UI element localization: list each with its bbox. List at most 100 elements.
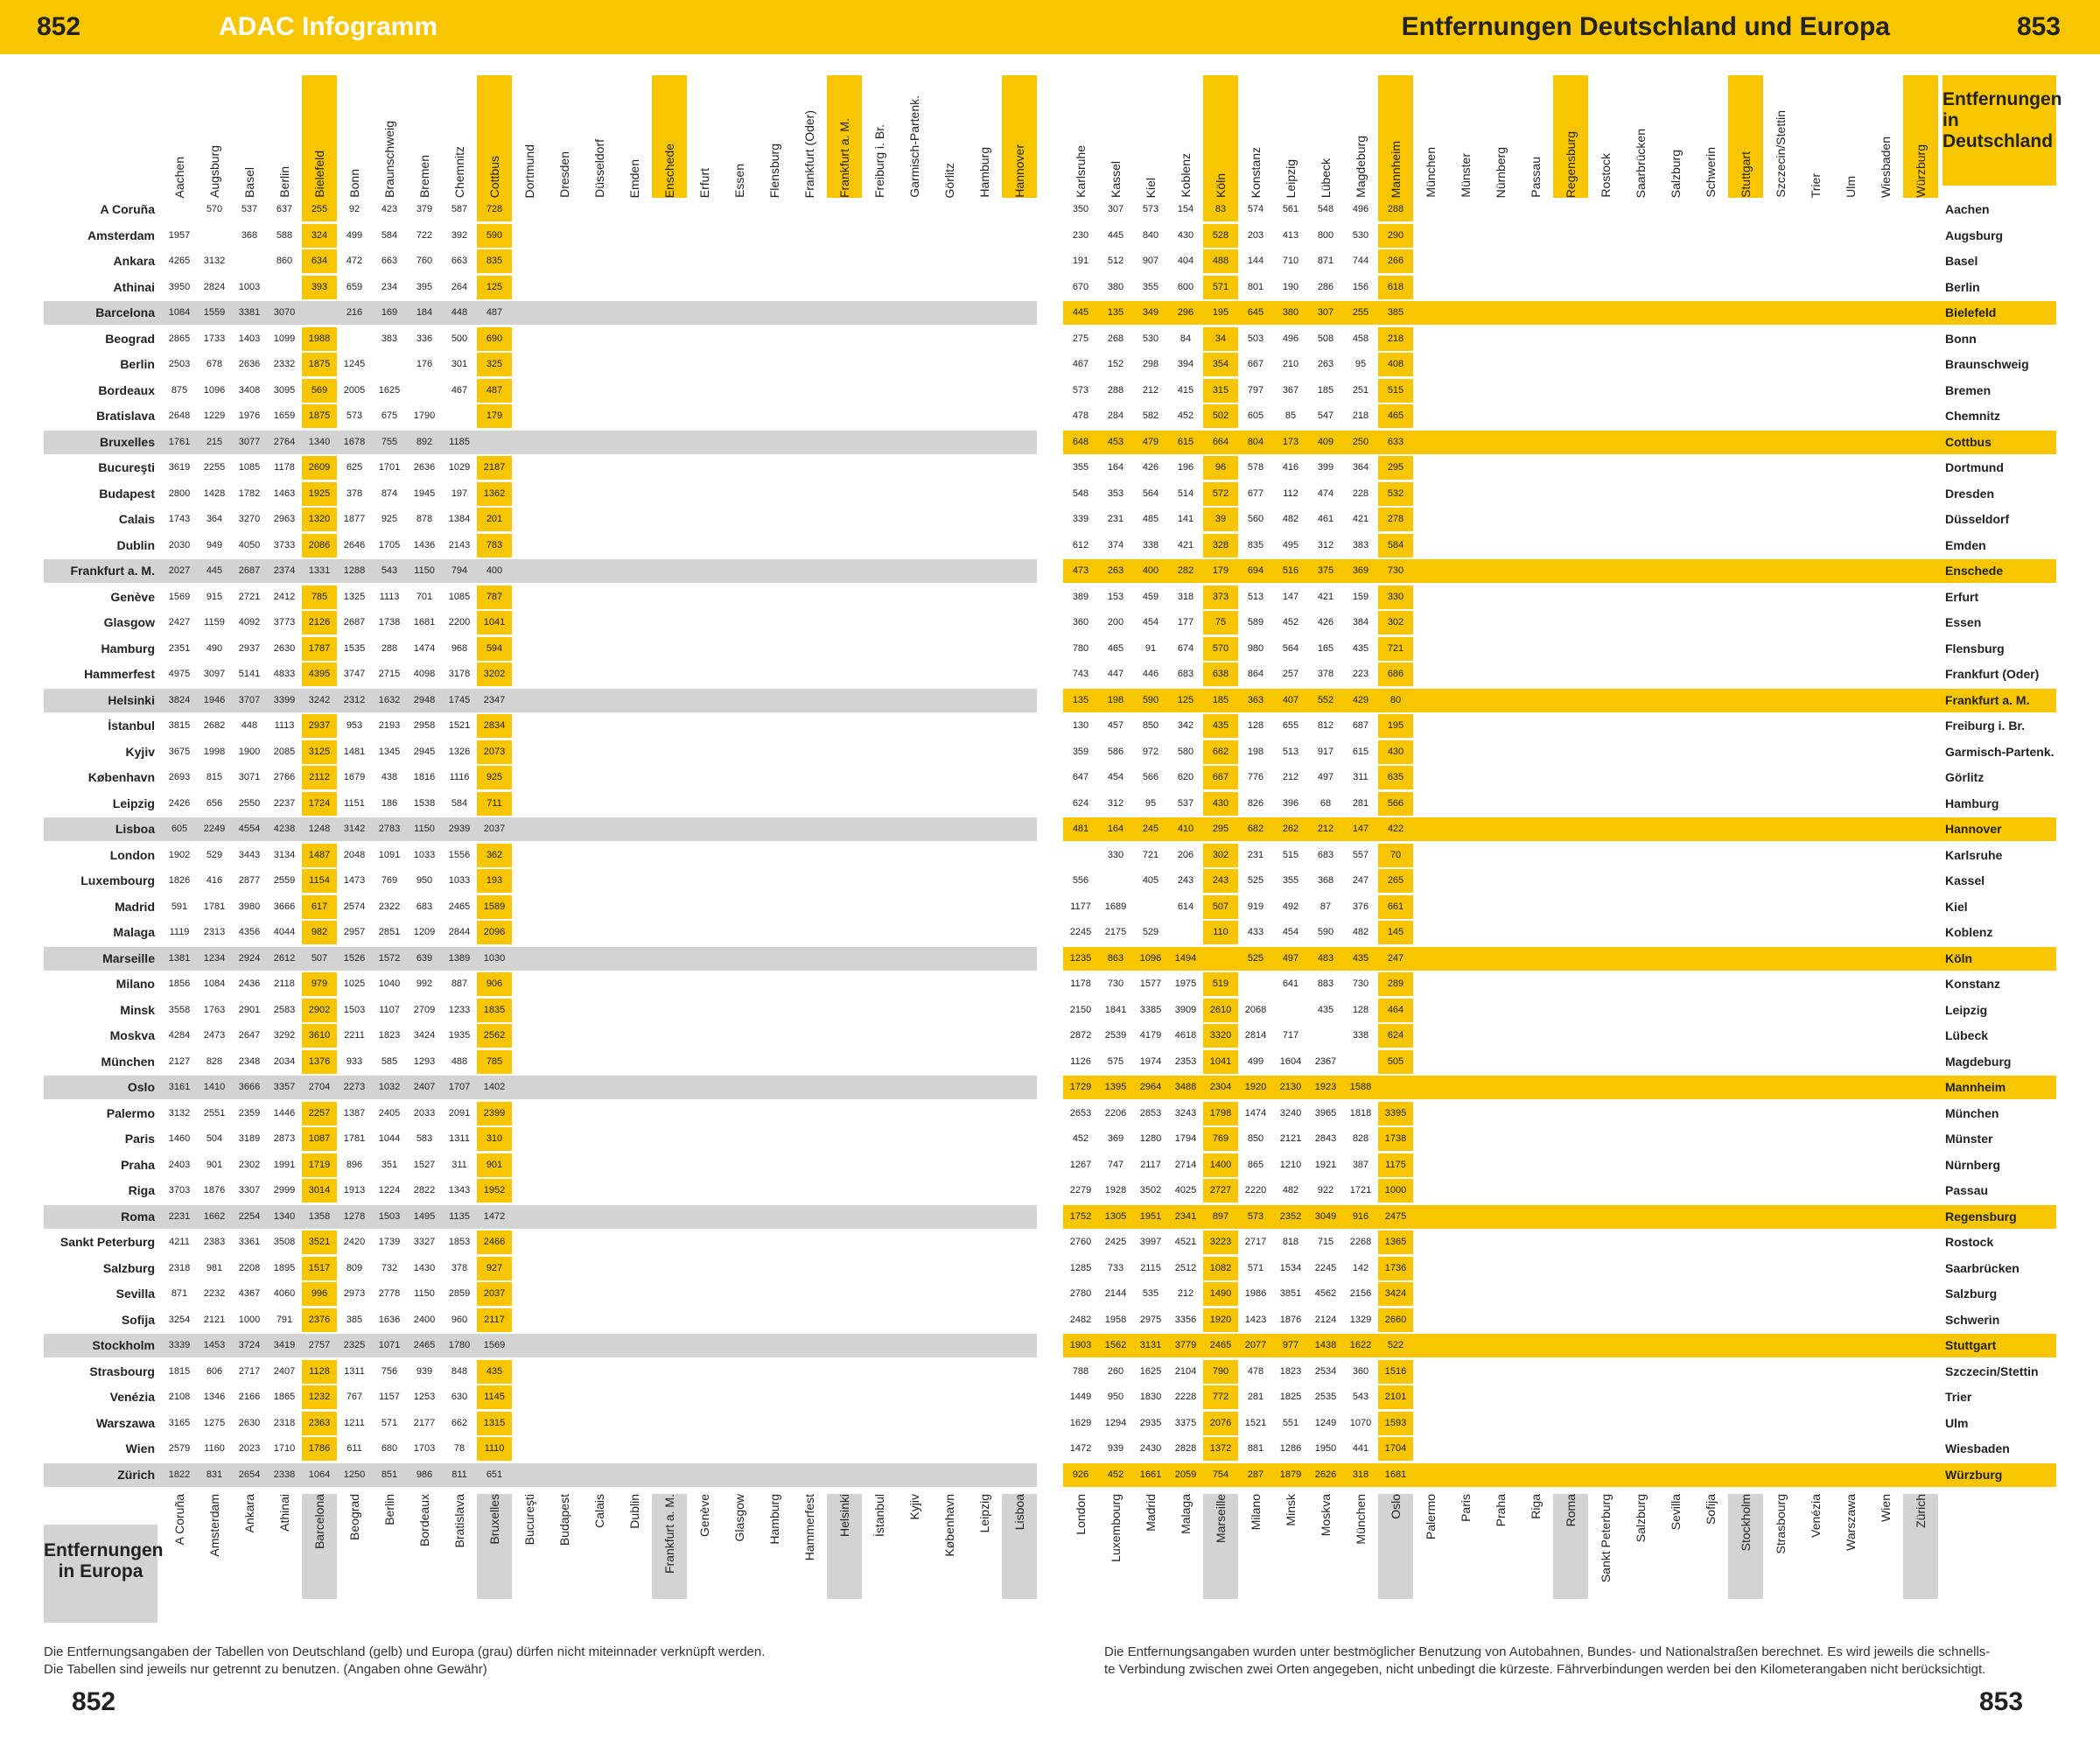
distance-cell: 1780: [448, 1340, 471, 1350]
distance-cell: 359: [1072, 746, 1089, 757]
distance-cell: 1876: [203, 1185, 226, 1196]
distance-cell: 1428: [203, 487, 226, 499]
distance-cell: 1781: [203, 901, 226, 912]
row-label: Moskva: [109, 1028, 155, 1042]
distance-cell: 2005: [343, 384, 366, 396]
distance-cell: 1559: [203, 307, 226, 318]
bottom-column-header: Beograd: [337, 1494, 372, 1599]
table-row: Bielefeld 445 135 349 296 195 645 380 307 255 385: [1063, 301, 2056, 325]
table-row: Bruxelles 1761 215 3077 2764 1340 1678 755 892 11…: [44, 430, 1037, 454]
distance-cell: 2034: [273, 1055, 296, 1067]
distance-cell: 2108: [168, 1392, 191, 1402]
column-header: Frankfurt a. M.: [827, 75, 862, 198]
distance-cell: 848: [451, 1365, 468, 1377]
distance-cell: 198: [1107, 694, 1124, 705]
distance-cell: 878: [416, 514, 433, 524]
distance-cell: 1902: [168, 849, 191, 860]
distance-cell: 1154: [302, 869, 337, 893]
distance-cell: 266: [1378, 249, 1413, 273]
column-header-label: Braunschweig: [382, 121, 396, 198]
distance-cell: 2436: [238, 978, 261, 989]
distance-cell: 1659: [273, 410, 296, 421]
distance-cell: 1823: [378, 1030, 401, 1041]
column-header-label: Koblenz: [1179, 153, 1193, 198]
distance-cell: 1724: [302, 791, 337, 816]
distance-cell: 2220: [1244, 1185, 1267, 1196]
table-row: Strasbourg 1815 606 2717 2407 1128 1311 756 939 8…: [44, 1359, 1037, 1384]
distance-cell: 336: [416, 333, 433, 344]
table-row: Frankfurt a. M. 135 198 590 125 185 363 407 552 4…: [1063, 688, 2056, 712]
distance-cell: 2853: [1139, 1107, 1162, 1118]
row-label: Augsburg: [1945, 228, 2004, 242]
distance-cell: 769: [381, 875, 398, 886]
distance-cell: 438: [381, 772, 398, 782]
distance-cell: 1210: [1279, 1159, 1302, 1170]
distance-cell: 2973: [343, 1288, 366, 1299]
distance-cell: 2693: [168, 772, 191, 782]
distance-cell: 552: [1317, 694, 1334, 705]
distance-cell: 1988: [302, 326, 337, 351]
table-row: Venézia 2108 1346 2166 1865 1232 767 1157 1253 63…: [44, 1385, 1037, 1409]
distance-cell: 584: [381, 229, 398, 241]
distance-cell: 389: [1072, 591, 1089, 602]
distance-cell: 570: [1203, 636, 1238, 661]
distance-cell: 2937: [302, 714, 337, 738]
bottom-column-header: Bucureşti: [512, 1494, 547, 1599]
distance-cell: 1705: [378, 539, 401, 550]
column-header: Braunschweig: [372, 75, 407, 198]
distance-cell: 1085: [238, 462, 261, 473]
distance-cell: 2648: [168, 410, 191, 421]
bottom-column-header: München: [1343, 1494, 1378, 1599]
row-label: Görlitz: [1945, 770, 1984, 784]
distance-cell: 1678: [343, 436, 366, 447]
distance-cell: [337, 327, 372, 351]
distance-cell: 496: [1352, 204, 1369, 214]
distance-cell: 2647: [238, 1030, 261, 1041]
distance-cell: 1249: [1314, 1417, 1337, 1428]
distance-cell: 452: [1072, 1133, 1089, 1144]
distance-cell: 2636: [413, 462, 436, 473]
distance-cell: 2228: [1174, 1392, 1197, 1402]
distance-cell: 772: [1203, 1385, 1238, 1409]
row-label: Marseille: [102, 950, 155, 965]
distance-cell: 585: [381, 1055, 398, 1067]
column-header-label: Dresden: [557, 151, 571, 198]
table-row: Karlsruhe 330 721 206 302 231 515 683 557 70: [1063, 843, 2056, 867]
distance-cell: 212: [1282, 772, 1299, 782]
distance-cell: 95: [1144, 797, 1157, 809]
row-label: İstanbul: [108, 719, 155, 733]
distance-cell: 1782: [238, 487, 261, 499]
bottom-column-header: Sofija: [1693, 1494, 1728, 1599]
distance-cell: 70: [1378, 843, 1413, 867]
bottom-column-header: Milano: [1238, 1494, 1273, 1599]
distance-cell: 968: [451, 642, 468, 654]
distance-cell: 1278: [343, 1210, 366, 1222]
distance-cell: 615: [1177, 436, 1194, 447]
column-header-label: Chemnitz: [452, 145, 466, 198]
distance-cell: 3502: [1139, 1185, 1162, 1196]
distance-cell: 499: [1247, 1055, 1264, 1067]
distance-cell: 3385: [1139, 1004, 1162, 1015]
distance-cell: 454: [1282, 927, 1299, 937]
row-label: Malaga: [113, 925, 155, 939]
distance-cell: 430: [1203, 791, 1238, 816]
row-label: Lübeck: [1945, 1028, 1989, 1042]
distance-cell: 1534: [1279, 1262, 1302, 1273]
distance-cell: 2341: [1174, 1210, 1197, 1222]
distance-cell: 630: [451, 1392, 468, 1402]
distance-cell: 2304: [1209, 1082, 1232, 1092]
distance-cell: 2187: [477, 456, 512, 480]
distance-cell: 262: [1282, 824, 1299, 834]
distance-cell: [1343, 1050, 1378, 1074]
column-header: Szczecin/Stettin: [1763, 75, 1798, 198]
distance-cell: 635: [1378, 766, 1413, 789]
distance-cell: 950: [416, 875, 433, 886]
row-highlight: [44, 1462, 1037, 1487]
column-header-label: Bremen: [417, 154, 431, 198]
distance-cell: [1098, 869, 1133, 893]
row-highlight: [44, 688, 1037, 712]
distance-cell: 349: [1142, 307, 1159, 318]
distance-cell: 474: [1317, 487, 1334, 499]
distance-cell: 268: [1107, 333, 1124, 344]
distance-cell: 454: [1142, 617, 1159, 628]
